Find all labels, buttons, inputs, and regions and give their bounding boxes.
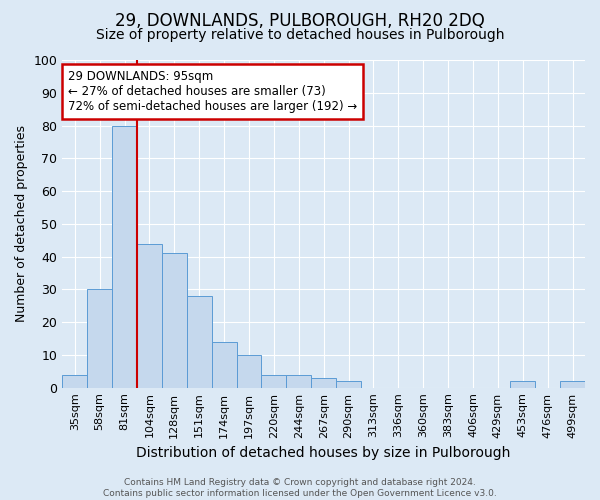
X-axis label: Distribution of detached houses by size in Pulborough: Distribution of detached houses by size … (136, 446, 511, 460)
Bar (511, 381, 535, 388)
Bar (162, 254, 187, 388)
Bar (560, 381, 585, 388)
Bar (286, 374, 311, 388)
Bar (137, 244, 162, 388)
Y-axis label: Number of detached properties: Number of detached properties (15, 126, 28, 322)
Text: 29 DOWNLANDS: 95sqm
← 27% of detached houses are smaller (73)
72% of semi-detach: 29 DOWNLANDS: 95sqm ← 27% of detached ho… (68, 70, 357, 113)
Bar (236, 355, 262, 388)
Bar (87, 290, 112, 388)
Bar (311, 378, 336, 388)
Bar (262, 374, 286, 388)
Bar (187, 296, 212, 388)
Text: Contains HM Land Registry data © Crown copyright and database right 2024.
Contai: Contains HM Land Registry data © Crown c… (103, 478, 497, 498)
Bar (112, 126, 137, 388)
Text: Size of property relative to detached houses in Pulborough: Size of property relative to detached ho… (96, 28, 504, 42)
Bar (336, 381, 361, 388)
Text: 29, DOWNLANDS, PULBOROUGH, RH20 2DQ: 29, DOWNLANDS, PULBOROUGH, RH20 2DQ (115, 12, 485, 30)
Bar (212, 342, 236, 388)
Bar (62, 374, 87, 388)
